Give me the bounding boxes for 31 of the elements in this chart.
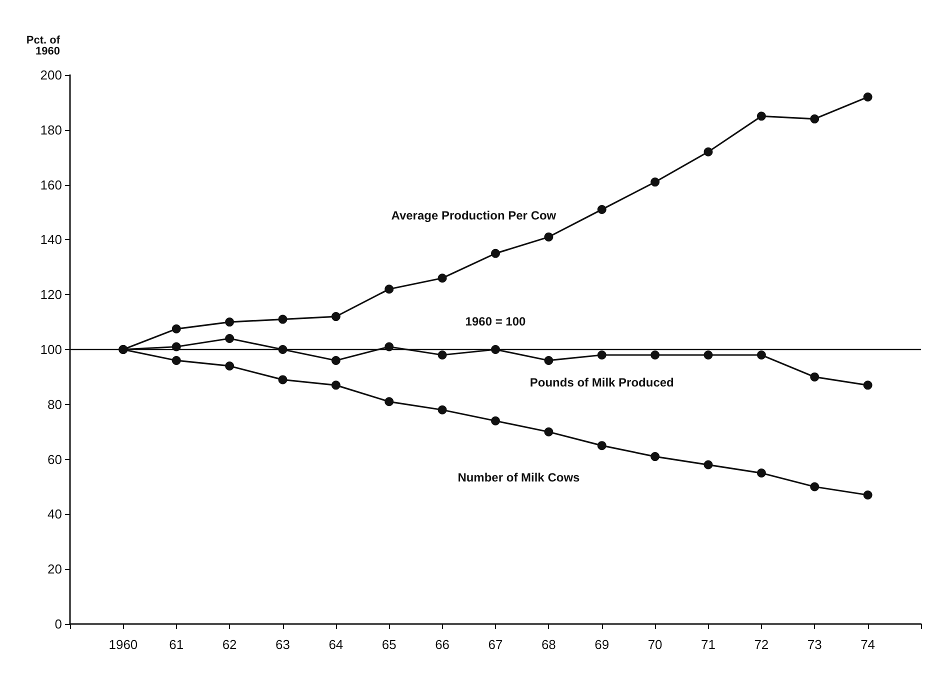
x-tick-label: 66 <box>435 637 450 652</box>
y-tick-label: 180 <box>40 122 62 138</box>
x-tick-label: 61 <box>169 637 184 652</box>
y-tick-label: 60 <box>48 452 62 467</box>
x-tick-label: 65 <box>382 637 396 652</box>
ref-line-label: 1960 = 100 <box>465 314 526 328</box>
x-tick-label: 62 <box>222 637 237 652</box>
y-tick-label: 200 <box>40 68 62 82</box>
x-tick-label: 69 <box>594 637 610 652</box>
x-tick-label: 68 <box>541 637 556 652</box>
text: Number of Milk Cows <box>458 470 580 484</box>
x-tick-label: 72 <box>754 637 769 652</box>
y-tick-label: 120 <box>40 287 62 302</box>
series-label: Pounds of Milk Produced <box>530 375 674 390</box>
x-tick-label: 1960 <box>108 637 138 652</box>
x-tick-label: 70 <box>648 637 662 652</box>
x-tick-label: 74 <box>860 637 876 652</box>
y-tick-label: 0 <box>54 616 62 632</box>
y-tick-label: 80 <box>48 396 62 412</box>
x-tick-label: 63 <box>276 637 290 652</box>
x-tick-label: 64 <box>328 637 344 652</box>
y-tick-label: 40 <box>48 506 62 522</box>
x-tick-label: 71 <box>701 637 716 652</box>
y-tick-label: 100 <box>40 342 62 357</box>
series-label: Average Production Per Cow <box>391 208 557 222</box>
y-tick-label: 140 <box>40 232 62 248</box>
y-tick-label: 160 <box>40 177 62 192</box>
y-axis-title: Pct. of 1960 <box>26 34 60 58</box>
x-tick-label: 67 <box>488 637 503 652</box>
y-tick-label: 20 <box>48 562 62 577</box>
x-tick-label: 73 <box>807 637 822 652</box>
